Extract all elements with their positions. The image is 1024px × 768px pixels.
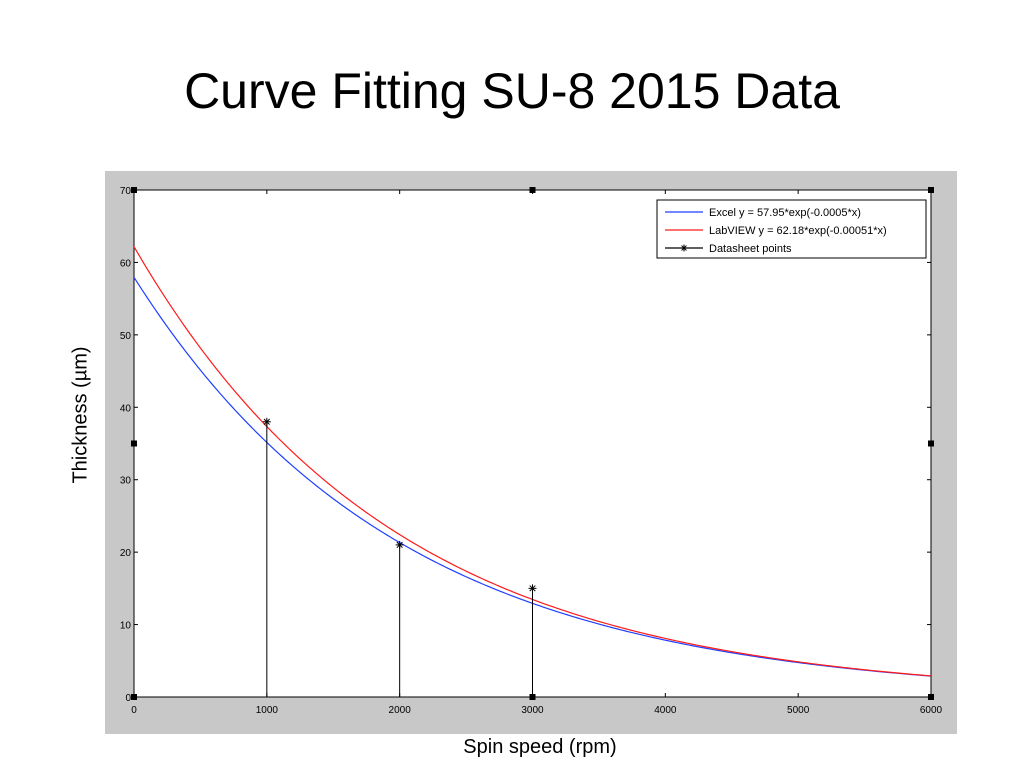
y-tick-label: 10 (120, 621, 132, 632)
y-tick-label: 50 (120, 331, 132, 342)
slide-title: Curve Fitting SU-8 2015 Data (184, 63, 840, 119)
y-tick-label: 70 (120, 186, 132, 197)
x-tick-label: 1000 (256, 705, 279, 716)
selection-handle[interactable] (131, 187, 137, 193)
y-axis-ticks: 0 10 20 30 40 50 60 70 (120, 186, 931, 704)
x-tick-label: 4000 (654, 705, 677, 716)
x-tick-label: 2000 (389, 705, 412, 716)
y-tick-label: 30 (120, 476, 132, 487)
x-tick-label: 5000 (787, 705, 810, 716)
x-tick-label: 6000 (920, 705, 943, 716)
selection-handle[interactable] (928, 694, 934, 700)
y-tick-label: 20 (120, 548, 132, 559)
series-layer (133, 246, 932, 697)
x-tick-label: 3000 (521, 705, 544, 716)
selection-handle[interactable] (131, 440, 137, 447)
legend-label: Excel y = 57.95*exp(-0.0005*x) (709, 207, 861, 219)
legend: Excel y = 57.95*exp(-0.0005*x) LabVIEW y … (656, 199, 927, 259)
y-tick-label: 60 (120, 258, 132, 269)
datasheet-point-marker (395, 540, 404, 549)
datasheet-point-marker (262, 417, 271, 426)
y-tick-label: 40 (120, 403, 132, 414)
datasheet-point-marker (528, 584, 537, 593)
legend-label: LabVIEW y = 62.18*exp(-0.00051*x) (709, 225, 887, 237)
x-tick-label: 0 (131, 705, 137, 716)
selection-handle[interactable] (529, 694, 536, 700)
chart: 0 10 20 30 40 50 60 70 0 1000 2000 3000 4000 5000 600… (120, 186, 943, 716)
y-axis-label: Thickness (µm) (69, 346, 92, 484)
selection-handle[interactable] (529, 187, 536, 193)
selection-handles (131, 187, 934, 700)
legend-label: Datasheet points (709, 243, 792, 255)
selection-handle[interactable] (928, 187, 934, 193)
legend-marker (681, 244, 687, 252)
x-axis-ticks: 0 1000 2000 3000 4000 5000 6000 (131, 190, 943, 716)
selection-handle[interactable] (928, 440, 934, 447)
y-tick-label: 0 (125, 693, 131, 704)
x-axis-label: Spin speed (rpm) (463, 736, 617, 758)
selection-handle[interactable] (131, 694, 137, 700)
